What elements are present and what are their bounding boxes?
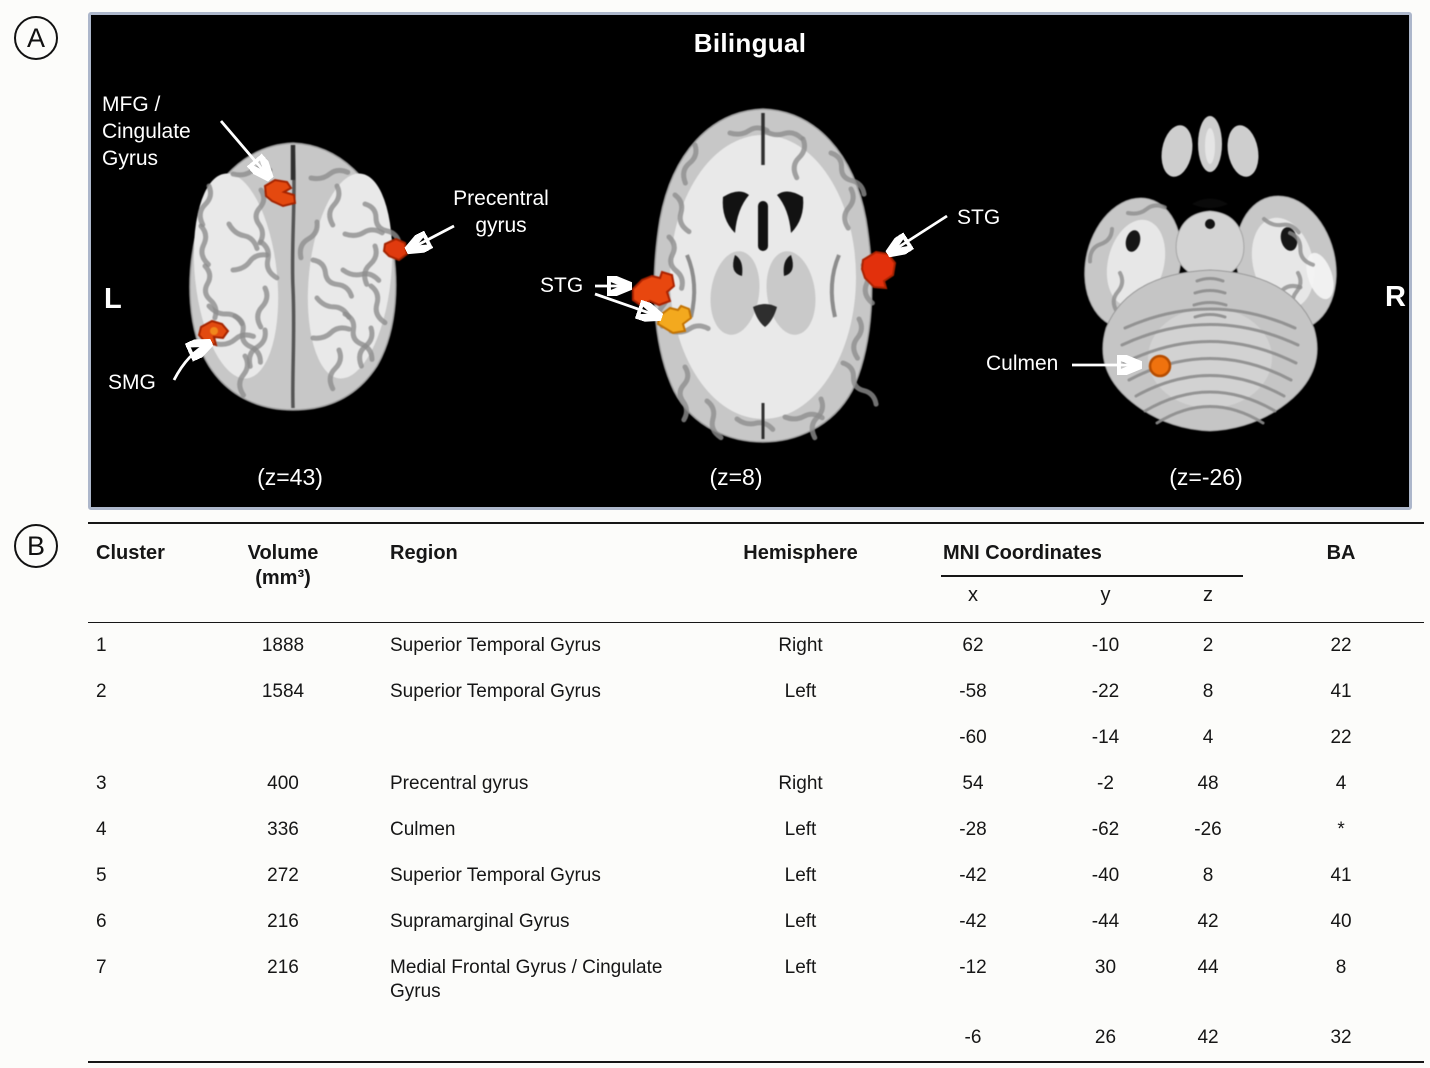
slice-z-label-3: (z=-26) [1169,464,1243,490]
arrow-stg-right [891,214,948,252]
slice-z-label-2: (z=8) [709,464,763,490]
cluster-mfg-cingulate [263,178,297,208]
panel-b-badge: B [14,524,58,568]
panel-a-badge: A [14,16,58,60]
panel-a-brain-figure: Bilingual MFG / Cingulate Gyrus Precentr… [88,12,1412,510]
mni-coordinates-heading: MNI Coordinates [941,541,1243,577]
cluster-precentral [382,237,409,262]
brain-slice-z8 [632,108,897,443]
label-culmen: Culmen [986,352,1059,375]
left-hemisphere-marker: L [104,283,122,315]
col-header-z: z [1203,584,1214,606]
table-row-continuation: -6 26 42 32 [964,1027,1352,1048]
arrow-precentral [410,224,455,249]
brain-slice-z43 [189,142,409,411]
slice-z-label-1: (z=43) [257,464,323,490]
arrow-stg-left-2 [594,292,658,316]
col-header-y: y [1100,584,1111,606]
col-header-mni: MNI Coordinates [893,523,1258,577]
col-header-x: x [968,584,978,606]
label-stg-left: STG [540,274,584,297]
panel-b-cluster-table: Cluster Volume (mm³) Region Hemisphere M… [88,522,1425,1063]
label-precentral: Precentral gyrus [453,187,549,237]
col-header-hemisphere: Hemisphere [743,542,858,564]
table-row: 6 216 Supramarginal Gyrus Left -42 -44 42 40 [96,911,1352,932]
table-row: 7 216 Medial Frontal Gyrus / Cingulate Gyr… [96,957,1347,1002]
label-mfg-cingulate: MFG / Cingulate Gyrus [102,93,191,170]
panel-a-title: Bilingual [693,28,807,58]
cluster-culmen [1148,354,1172,378]
brain-slices-graphic [189,108,1337,443]
cluster-stg-left-yellow [656,304,693,335]
label-smg: SMG [108,371,156,394]
col-header-cluster: Cluster [96,542,165,564]
arrow-mfg [219,120,268,176]
table-row: 2 1584 Superior Temporal Gyrus Left -58 -22 8 4… [96,681,1352,702]
col-header-volume: Volume (mm³) [247,542,319,589]
table-row: 3 400 Precentral gyrus Right 54 -2 48 4 [96,773,1347,794]
table-row: 4 336 Culmen Left -28 -62 -26 * [96,819,1345,840]
table-row-continuation: -60 -14 4 22 [959,727,1352,748]
label-stg-right: STG [957,206,1001,229]
annotation-arrows [172,120,1409,381]
panel-a-letter: A [26,22,45,53]
table-row: 1 1888 Superior Temporal Gyrus Right 62 -10 2 2… [96,635,1352,656]
col-header-ba: BA [1326,542,1356,564]
right-hemisphere-marker: R [1385,281,1406,313]
table-row: 5 272 Superior Temporal Gyrus Left -42 -40 8 41 [96,865,1352,886]
col-header-region: Region [390,542,458,564]
panel-b-letter: B [26,530,45,561]
arrow-smg [172,344,208,381]
brain-slice-z-26 [1083,116,1337,432]
cluster-table: Cluster Volume (mm³) Region Hemisphere M… [88,522,1425,1063]
